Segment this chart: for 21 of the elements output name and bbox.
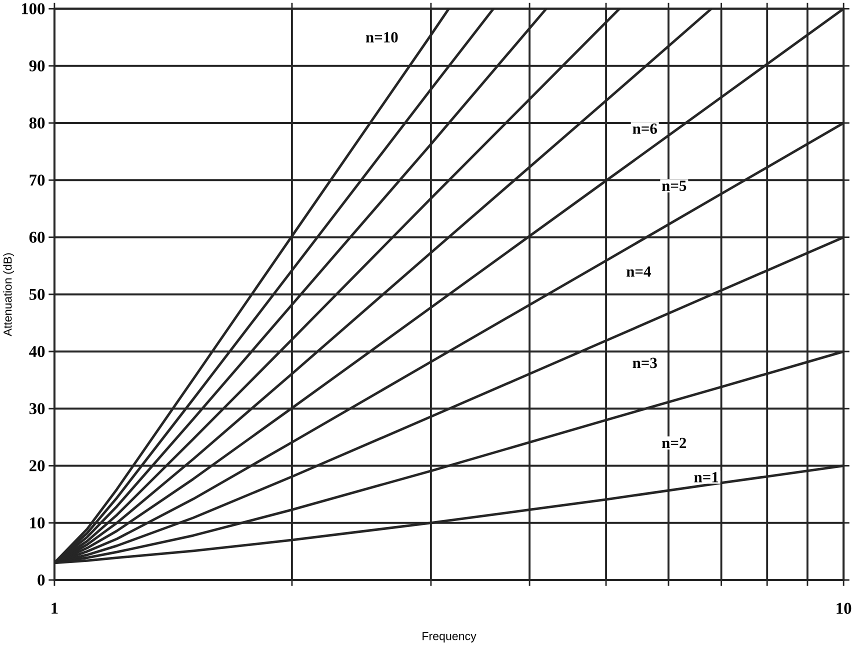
y-tick-label: 40 xyxy=(29,346,45,358)
y-tick-label: 70 xyxy=(30,174,45,186)
annotation: n=4 xyxy=(626,266,651,277)
annotation: n=3 xyxy=(632,358,657,368)
y-tick-label: 60 xyxy=(29,232,45,243)
y-tick-label: 80 xyxy=(29,118,45,129)
y-tick-label: 90 xyxy=(29,60,45,72)
annotation: n=5 xyxy=(662,180,686,192)
y-tick-label: 50 xyxy=(29,289,45,300)
annotation: n=2 xyxy=(662,438,686,448)
y-tick-label: 100 xyxy=(22,3,45,14)
x-axis-title: Frequency xyxy=(422,632,476,643)
y-tick-label: 10 xyxy=(30,518,45,529)
annotation: n=6 xyxy=(632,124,657,134)
y-tick-label: 30 xyxy=(29,403,45,414)
y-axis-title: Attenuation (dB) xyxy=(3,253,14,336)
annotation: n=1 xyxy=(694,472,718,482)
y-tick-label: 0 xyxy=(38,574,45,586)
y-tick-label: 20 xyxy=(30,460,45,472)
annotation: n=10 xyxy=(366,32,398,43)
x-tick-label: 1 xyxy=(52,602,58,614)
